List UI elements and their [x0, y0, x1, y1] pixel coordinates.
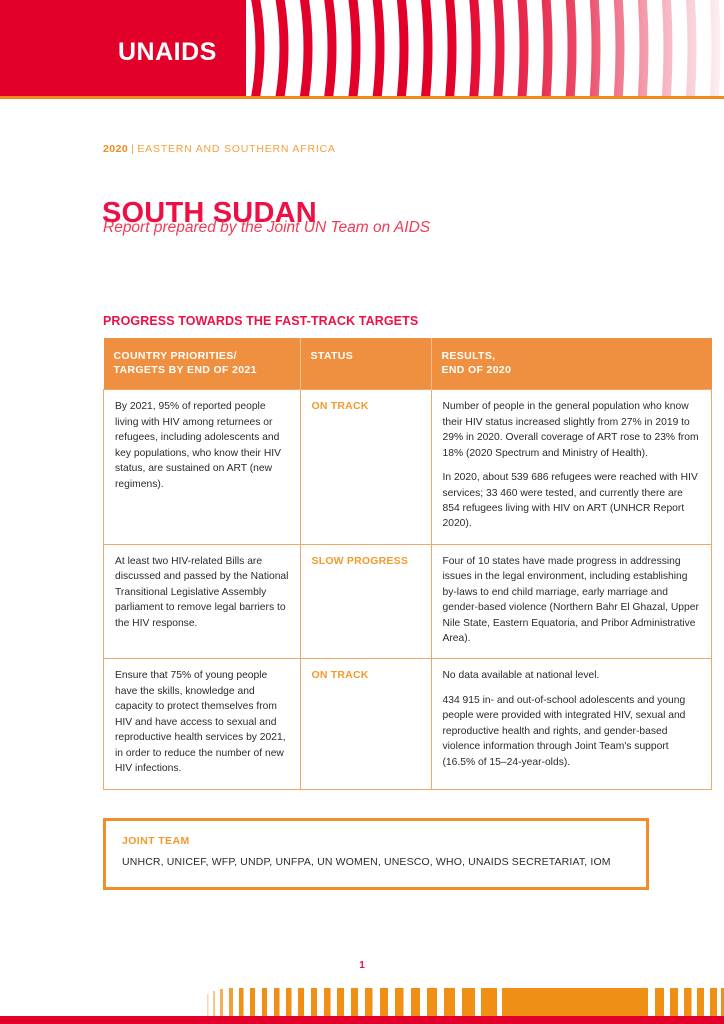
footer-red-bar — [0, 1016, 724, 1024]
page-title: SOUTH SUDAN — [102, 197, 317, 230]
table-header-row: COUNTRY PRIORITIES/ TARGETS BY END OF 20… — [103, 338, 712, 390]
cell-priority: At least two HIV-related Bills are discu… — [103, 543, 301, 660]
kicker-separator: | — [131, 143, 135, 155]
column-header-results: RESULTS, END OF 2020 — [431, 338, 712, 390]
table-row: Ensure that 75% of young people have the… — [103, 658, 712, 790]
column-header-status: STATUS — [300, 338, 432, 390]
section-heading: PROGRESS TOWARDS THE FAST-TRACK TARGETS — [103, 314, 419, 328]
cell-results: Number of people in the general populati… — [430, 389, 712, 545]
column-header-results-line1: RESULTS, — [441, 350, 496, 362]
column-header-priorities-line2: TARGETS BY END OF 2021 — [113, 364, 257, 377]
cell-status: SLOW PROGRESS — [299, 543, 432, 660]
joint-team-title: JOINT TEAM — [122, 835, 190, 847]
unaids-logo-text: UNAIDS — [118, 38, 217, 66]
cell-status: ON TRACK — [299, 658, 432, 790]
column-header-status-line1: STATUS — [310, 350, 354, 362]
cell-status: ON TRACK — [299, 389, 432, 545]
footer-stripe-decoration-icon — [207, 988, 724, 1018]
joint-team-box: JOINT TEAM UNHCR, UNICEF, WFP, UNDP, UNF… — [103, 818, 649, 890]
fast-track-targets-table: COUNTRY PRIORITIES/ TARGETS BY END OF 20… — [103, 338, 712, 790]
page-header: UNAIDS — [0, 0, 724, 96]
cell-results: Four of 10 states have made progress in … — [430, 543, 712, 660]
table-row: At least two HIV-related Bills are discu… — [103, 543, 712, 660]
result-paragraph: Number of people in the general populati… — [442, 401, 699, 459]
column-header-results-line2: END OF 2020 — [441, 364, 512, 377]
cell-priority: Ensure that 75% of young people have the… — [103, 658, 301, 790]
page-number: 1 — [359, 960, 365, 971]
result-paragraph: No data available at national level. — [442, 670, 600, 682]
kicker-year: 2020 — [103, 143, 129, 155]
column-header-priorities-line1: COUNTRY PRIORITIES/ — [113, 350, 237, 362]
header-orange-rule — [0, 96, 724, 99]
column-header-priorities: COUNTRY PRIORITIES/ TARGETS BY END OF 20… — [103, 338, 301, 390]
table-body: By 2021, 95% of reported people living w… — [103, 389, 712, 790]
unaids-rings-logo-icon — [0, 0, 721, 96]
result-paragraph: Four of 10 states have made progress in … — [442, 555, 699, 645]
joint-team-members: UNHCR, UNICEF, WFP, UNDP, UNFPA, UN WOME… — [122, 856, 611, 868]
cell-results: No data available at national level. 434… — [430, 658, 712, 790]
result-paragraph: 434 915 in- and out-of-school adolescent… — [442, 694, 686, 768]
table-header: COUNTRY PRIORITIES/ TARGETS BY END OF 20… — [103, 338, 712, 390]
page-subtitle: Report prepared by the Joint UN Team on … — [103, 219, 431, 236]
cell-priority: By 2021, 95% of reported people living w… — [103, 389, 301, 545]
table-row: By 2021, 95% of reported people living w… — [103, 389, 712, 545]
breadcrumb: 2020 | EASTERN AND SOUTHERN AFRICA — [103, 143, 336, 155]
kicker-region: EASTERN AND SOUTHERN AFRICA — [137, 143, 336, 155]
result-paragraph: In 2020, about 539 686 refugees were rea… — [442, 472, 698, 530]
